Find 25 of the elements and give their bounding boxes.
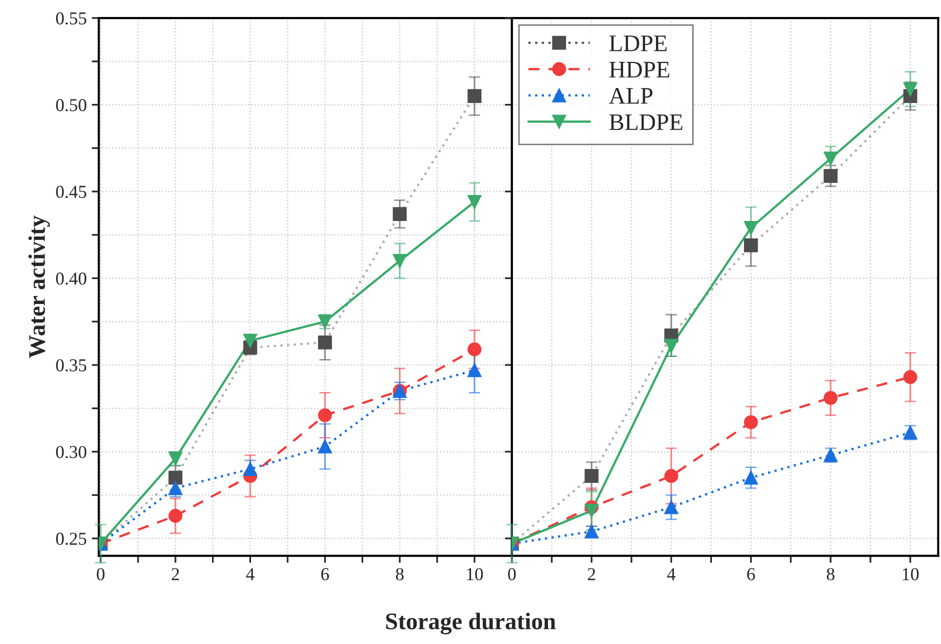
x-tick-label: 4 bbox=[667, 568, 676, 580]
y-tick-label: 0.50 bbox=[56, 99, 86, 112]
y-tick-label: 0.30 bbox=[56, 446, 86, 458]
x-tick-label: 10 bbox=[467, 568, 483, 580]
legend-label: ALP bbox=[608, 88, 652, 104]
x-tick-label: 0 bbox=[508, 568, 516, 580]
x-tick-label: 6 bbox=[321, 568, 329, 580]
y-tick-label: 0.35 bbox=[56, 359, 86, 372]
legend-label: BLDPE bbox=[609, 114, 682, 130]
x-tick-label: 0 bbox=[96, 568, 104, 580]
x-tick-label: 2 bbox=[172, 568, 179, 580]
y-tick-label: 0.25 bbox=[56, 532, 86, 545]
legend-label: HDPE bbox=[609, 62, 670, 78]
y-axis-title: Water activity bbox=[28, 216, 50, 358]
y-tick-label: 0.40 bbox=[56, 272, 86, 285]
x-tick-label: 8 bbox=[396, 568, 404, 580]
y-tick-label: 0.45 bbox=[56, 186, 86, 198]
legend-label: LDPE bbox=[609, 36, 667, 52]
y-tick-label: 0.55 bbox=[56, 12, 86, 25]
x-axis-title: Storage duration bbox=[386, 612, 556, 634]
x-tick-label: 8 bbox=[826, 568, 834, 580]
x-tick-label: 10 bbox=[902, 568, 919, 580]
x-tick-label: 4 bbox=[246, 568, 254, 580]
x-tick-label: 6 bbox=[747, 568, 755, 580]
x-tick-label: 2 bbox=[588, 568, 596, 580]
